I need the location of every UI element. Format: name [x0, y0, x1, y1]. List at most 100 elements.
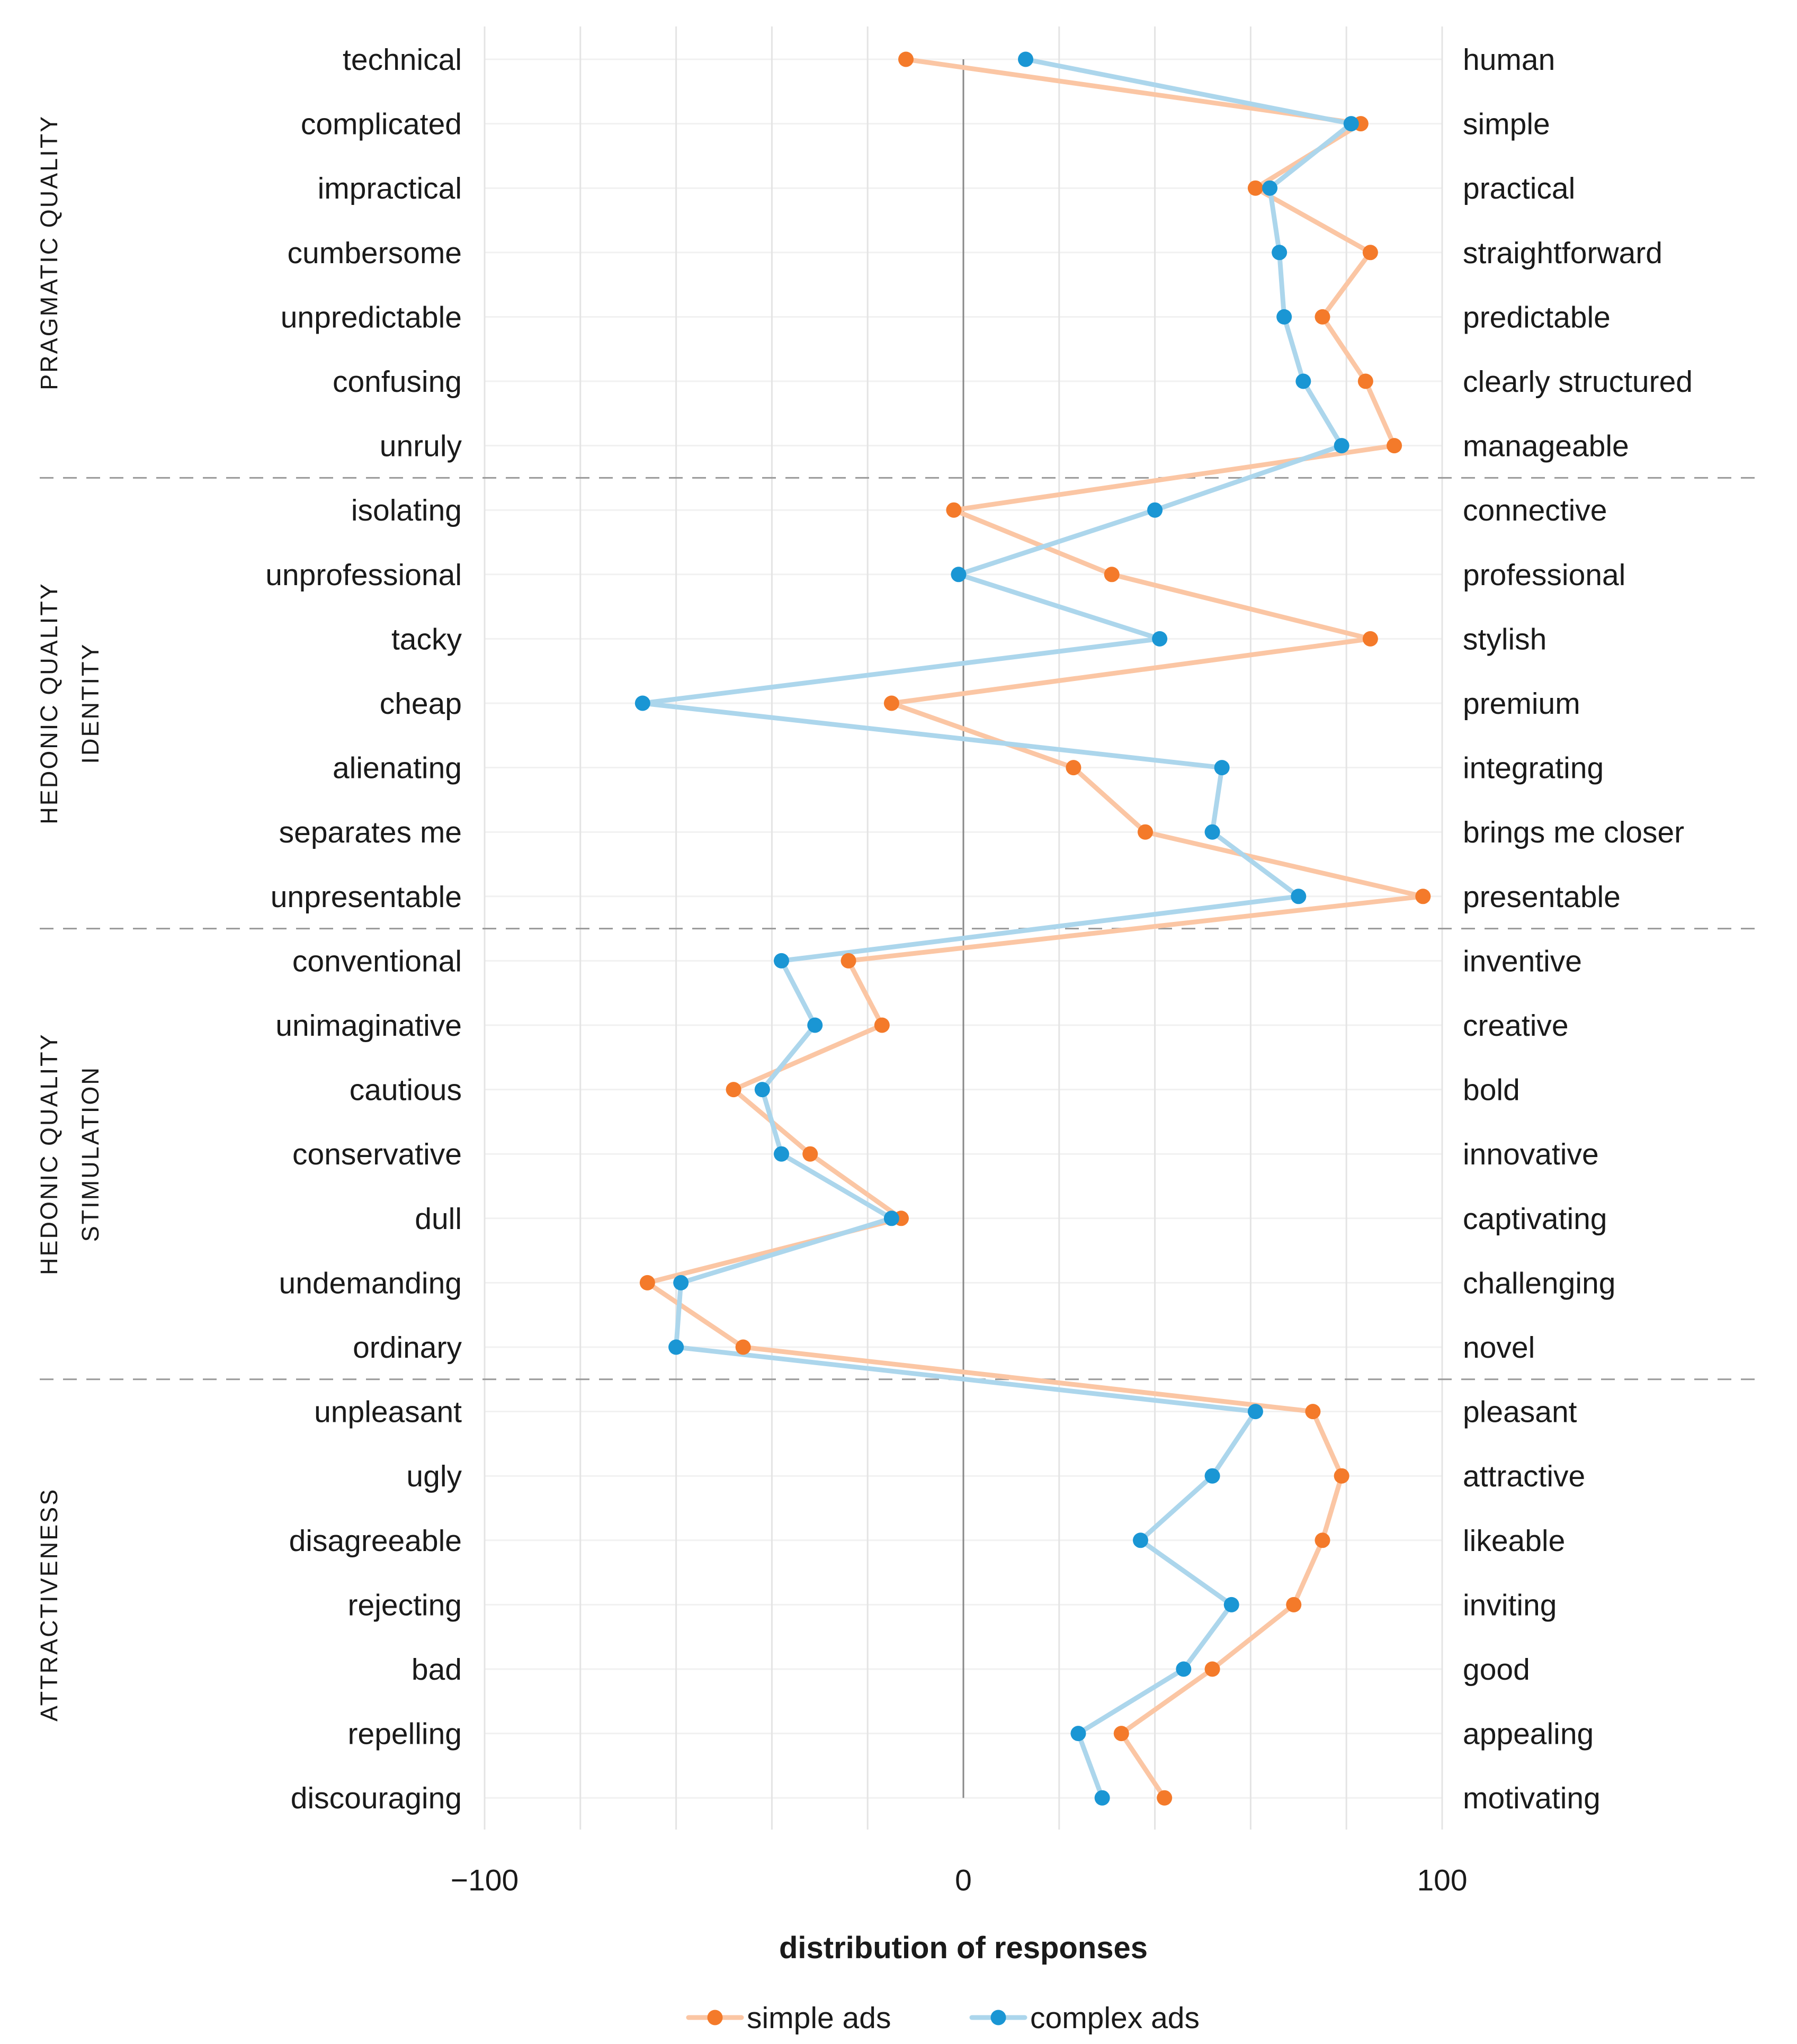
- complex-ads-point: [1334, 438, 1349, 454]
- simple-ads-point: [1286, 1597, 1302, 1612]
- x-tick-label: 0: [955, 1863, 972, 1897]
- group-separators: [40, 477, 1758, 1380]
- simple-ads-point: [726, 1082, 741, 1098]
- right-label: pleasant: [1463, 1395, 1577, 1429]
- complex-ads-point: [668, 1339, 684, 1355]
- right-label: clearly structured: [1463, 365, 1693, 399]
- simple-ads-point: [1315, 1532, 1330, 1548]
- left-label: disagreeable: [289, 1524, 462, 1558]
- group-label: ATTRACTIVENESS: [35, 1488, 62, 1722]
- complex-ads-point: [1262, 180, 1278, 196]
- complex-ads-point: [1343, 116, 1359, 132]
- simple-ads-point: [802, 1146, 818, 1162]
- complex-ads-point: [773, 953, 789, 969]
- legend: simple ads complex ads: [686, 2001, 1200, 2035]
- complex-ads-point: [1295, 373, 1311, 389]
- left-label: alienating: [333, 751, 462, 785]
- complex-ads-point: [951, 567, 967, 582]
- right-label: stylish: [1463, 622, 1546, 656]
- complex-ads-point: [754, 1082, 770, 1098]
- simple-ads-point: [639, 1275, 655, 1290]
- left-label: cautious: [350, 1073, 462, 1107]
- complex-ads-point: [1204, 824, 1220, 840]
- complex-ads-point: [1276, 309, 1292, 325]
- series-layer: [634, 51, 1431, 1806]
- legend-simple-marker: [707, 2010, 723, 2025]
- simple-ads-point: [1204, 1661, 1220, 1677]
- group-labels: PRAGMATIC QUALITY HEDONIC QUALITY IDENTITY…: [35, 115, 104, 1722]
- simple-ads-point: [1357, 373, 1373, 389]
- right-label: inventive: [1463, 944, 1582, 978]
- simple-ads-point: [1387, 438, 1402, 454]
- group-label: IDENTITY: [77, 642, 104, 764]
- left-label: unimaginative: [275, 1009, 462, 1043]
- right-label: professional: [1463, 558, 1625, 592]
- simple-ads-line: [645, 57, 1426, 1800]
- right-label: bold: [1463, 1073, 1520, 1107]
- legend-complex-marker: [990, 2010, 1006, 2025]
- left-label: ordinary: [353, 1331, 462, 1365]
- legend-complex-label: complex ads: [1030, 2001, 1200, 2035]
- left-label: ugly: [406, 1459, 462, 1493]
- left-label: confusing: [333, 365, 462, 399]
- right-label: innovative: [1463, 1137, 1599, 1171]
- right-label: good: [1463, 1653, 1530, 1687]
- left-label: cumbersome: [288, 236, 462, 270]
- right-label: novel: [1463, 1331, 1535, 1365]
- right-label: creative: [1463, 1009, 1569, 1043]
- simple-ads-point: [1157, 1790, 1173, 1806]
- x-tick-label: 100: [1417, 1863, 1467, 1897]
- group-label: STIMULATION: [77, 1066, 104, 1242]
- right-label: challenging: [1463, 1266, 1615, 1300]
- complex-ads-point: [1247, 1404, 1263, 1420]
- simple-ads-point: [735, 1339, 751, 1355]
- left-label: rejecting: [348, 1588, 462, 1622]
- left-label: technical: [343, 43, 462, 77]
- right-label: straightforward: [1463, 236, 1662, 270]
- right-label: manageable: [1463, 429, 1629, 463]
- group-label: HEDONIC QUALITY: [35, 582, 62, 824]
- group-label: HEDONIC QUALITY: [35, 1033, 62, 1275]
- right-label: appealing: [1463, 1717, 1594, 1751]
- left-label: cheap: [380, 687, 462, 721]
- group-label: PRAGMATIC QUALITY: [35, 115, 62, 390]
- left-label: complicated: [301, 107, 462, 141]
- right-label: brings me closer: [1463, 815, 1684, 849]
- x-tick-label: −100: [451, 1863, 518, 1897]
- complex-ads-point: [773, 1146, 789, 1162]
- simple-ads-point: [1247, 180, 1263, 196]
- complex-ads-point: [1132, 1532, 1148, 1548]
- simple-ads-point: [874, 1017, 890, 1033]
- right-label: motivating: [1463, 1781, 1601, 1815]
- x-axis-title: distribution of responses: [779, 1931, 1148, 1965]
- simple-ads-point: [1138, 824, 1154, 840]
- category-labels: technical human complicated simple impractic…: [265, 43, 1693, 1815]
- complex-ads-point: [634, 695, 650, 711]
- complex-ads-point: [1176, 1661, 1192, 1677]
- left-label: unruly: [380, 429, 462, 463]
- left-label: conventional: [292, 944, 462, 978]
- simple-ads-point: [1113, 1726, 1129, 1742]
- complex-ads-point: [1223, 1597, 1239, 1612]
- right-label: presentable: [1463, 880, 1621, 914]
- right-label: connective: [1463, 494, 1607, 527]
- right-label: integrating: [1463, 751, 1604, 785]
- right-label: captivating: [1463, 1202, 1607, 1236]
- left-label: bad: [412, 1653, 462, 1687]
- right-label: predictable: [1463, 300, 1611, 334]
- left-label: repelling: [348, 1717, 462, 1751]
- left-label: isolating: [351, 494, 462, 527]
- simple-ads-point: [1334, 1468, 1349, 1484]
- left-label: unpresentable: [271, 880, 462, 914]
- complex-ads-point: [1070, 1726, 1086, 1742]
- left-label: dull: [415, 1202, 462, 1236]
- simple-ads-point: [883, 695, 899, 711]
- right-label: simple: [1463, 107, 1550, 141]
- complex-ads-line: [640, 57, 1354, 1800]
- simple-ads-point: [1066, 760, 1081, 776]
- left-label: unpredictable: [281, 300, 462, 334]
- right-label: inviting: [1463, 1588, 1557, 1622]
- left-label: impractical: [318, 172, 462, 205]
- left-label: unpleasant: [314, 1395, 462, 1429]
